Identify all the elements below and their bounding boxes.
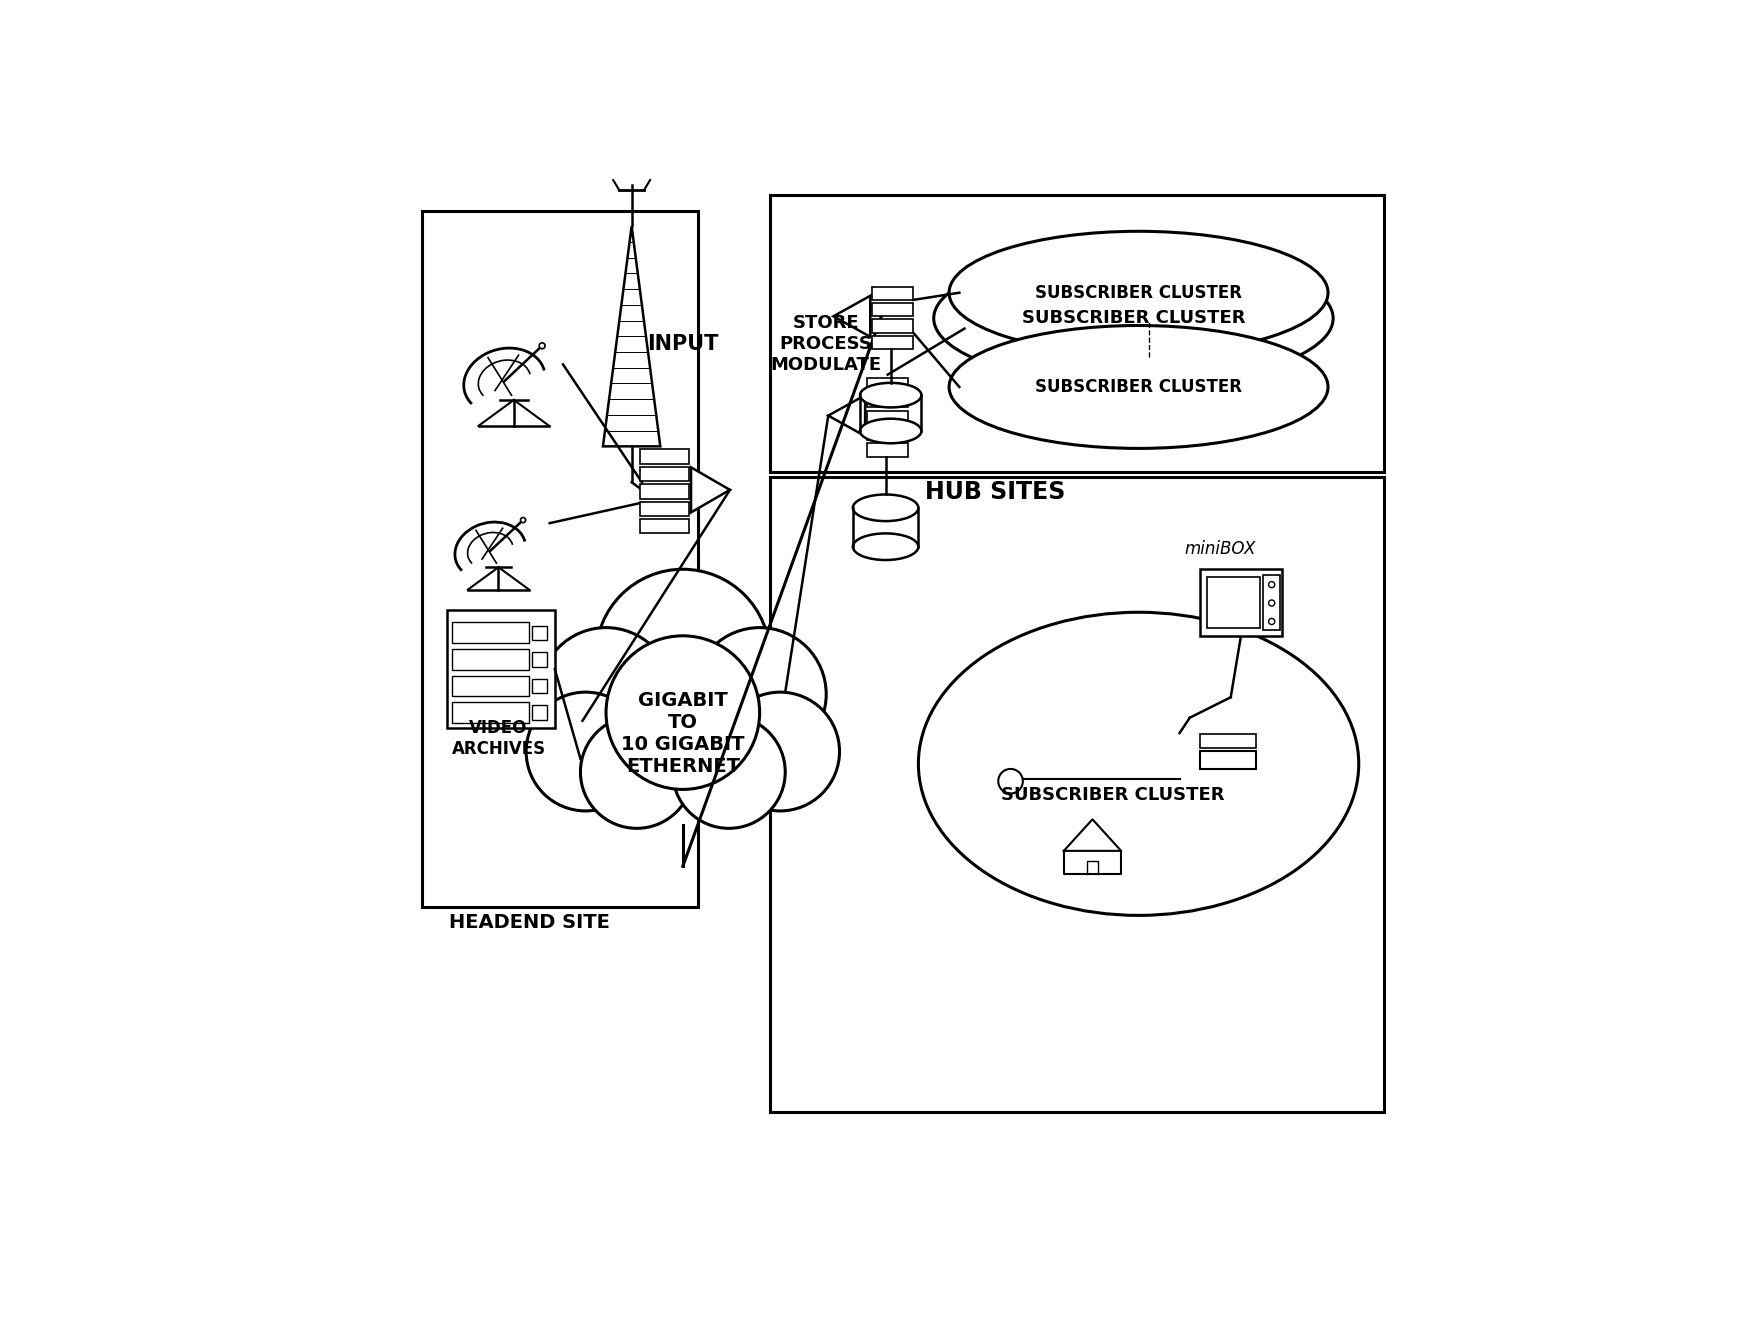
- Polygon shape: [1064, 819, 1122, 851]
- Bar: [1200, 750, 1256, 769]
- Ellipse shape: [861, 419, 922, 443]
- Bar: [533, 652, 547, 666]
- Text: SUBSCRIBER CLUSTER: SUBSCRIBER CLUSTER: [1035, 378, 1242, 396]
- Circle shape: [672, 716, 786, 829]
- Text: HUB SITES: HUB SITES: [925, 480, 1066, 504]
- Ellipse shape: [918, 612, 1359, 915]
- Circle shape: [596, 569, 770, 743]
- Text: HEADEND SITE: HEADEND SITE: [449, 914, 610, 932]
- Bar: [770, 196, 1385, 472]
- Bar: [873, 335, 913, 348]
- Bar: [1200, 734, 1256, 749]
- Polygon shape: [603, 226, 660, 447]
- Bar: [868, 443, 908, 456]
- Bar: [639, 467, 690, 481]
- Text: SUBSCRIBER CLUSTER: SUBSCRIBER CLUSTER: [1002, 786, 1225, 803]
- Bar: [861, 395, 922, 431]
- Bar: [422, 210, 699, 907]
- Bar: [639, 450, 690, 464]
- Bar: [868, 427, 908, 440]
- Bar: [639, 484, 690, 499]
- Circle shape: [580, 716, 693, 829]
- Bar: [868, 378, 908, 391]
- Text: STORE
PROCESS
MODULATE: STORE PROCESS MODULATE: [770, 314, 881, 374]
- Bar: [453, 622, 530, 642]
- Bar: [873, 286, 913, 299]
- Ellipse shape: [934, 251, 1333, 384]
- Polygon shape: [692, 467, 730, 512]
- Ellipse shape: [949, 231, 1327, 354]
- Bar: [533, 678, 547, 693]
- Circle shape: [540, 628, 672, 761]
- Bar: [854, 508, 918, 547]
- Circle shape: [721, 692, 840, 811]
- Bar: [533, 625, 547, 640]
- Bar: [873, 303, 913, 317]
- Bar: [453, 676, 530, 696]
- Polygon shape: [827, 395, 866, 436]
- Circle shape: [1268, 600, 1275, 606]
- Circle shape: [998, 769, 1023, 794]
- Ellipse shape: [861, 383, 922, 407]
- Circle shape: [693, 628, 826, 761]
- Bar: [533, 705, 547, 720]
- Bar: [868, 394, 908, 407]
- Ellipse shape: [854, 495, 918, 521]
- Circle shape: [521, 517, 526, 523]
- Circle shape: [1268, 618, 1275, 625]
- Circle shape: [540, 343, 545, 348]
- Bar: [770, 477, 1385, 1112]
- Bar: [639, 519, 690, 533]
- Bar: [453, 649, 530, 669]
- Circle shape: [606, 636, 760, 790]
- Bar: [868, 411, 908, 424]
- Bar: [1200, 569, 1282, 636]
- Bar: [1263, 576, 1280, 629]
- Bar: [873, 319, 913, 332]
- Bar: [448, 610, 554, 728]
- Polygon shape: [833, 295, 871, 336]
- Text: INPUT: INPUT: [646, 334, 718, 354]
- Circle shape: [1268, 581, 1275, 588]
- Text: SUBSCRIBER CLUSTER: SUBSCRIBER CLUSTER: [1023, 310, 1246, 327]
- Text: GIGABIT
TO
10 GIGABIT
ETHERNET: GIGABIT TO 10 GIGABIT ETHERNET: [622, 690, 744, 775]
- Circle shape: [526, 692, 645, 811]
- Text: VIDEO
ARCHIVES: VIDEO ARCHIVES: [451, 718, 545, 758]
- Bar: [1207, 577, 1261, 628]
- Text: miniBOX: miniBOX: [1185, 540, 1256, 557]
- Ellipse shape: [854, 533, 918, 560]
- Bar: [453, 702, 530, 722]
- Bar: [639, 501, 690, 516]
- Ellipse shape: [949, 326, 1327, 448]
- Text: SUBSCRIBER CLUSTER: SUBSCRIBER CLUSTER: [1035, 283, 1242, 302]
